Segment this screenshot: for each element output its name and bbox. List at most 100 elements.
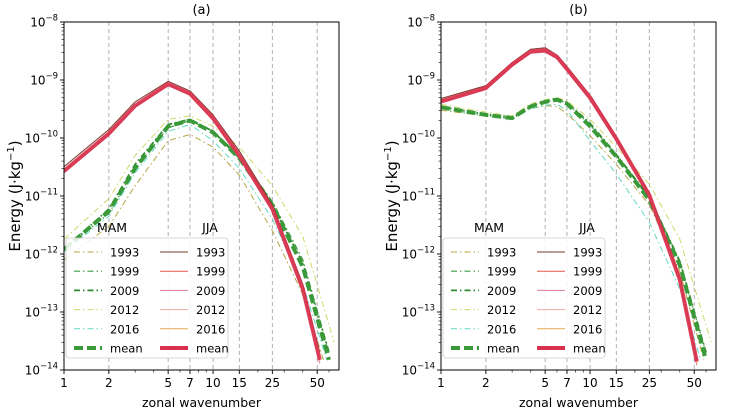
y-tick-exponent: −13 <box>40 304 58 314</box>
y-tick-exponent: −14 <box>40 362 58 372</box>
y-tick-exponent: −13 <box>417 304 435 314</box>
y-tick-base: 10 <box>25 190 40 204</box>
y-tick-label: 10−13 <box>25 304 58 320</box>
y-tick-base: 10 <box>402 132 417 146</box>
y-axis-label-part: Energy (J·kg <box>383 161 401 252</box>
y-tick-label: 10−14 <box>25 362 58 378</box>
y-tick-exponent: −11 <box>417 188 435 198</box>
legend-label: 1999 <box>487 265 516 279</box>
legend-label: 1993 <box>487 246 516 260</box>
legend-label: 1999 <box>110 265 139 279</box>
series-mam-mean <box>441 97 708 361</box>
y-axis-label-part: −1 <box>6 146 17 161</box>
legend-label: 1993 <box>573 246 602 260</box>
x-tick-label: 25 <box>642 376 657 390</box>
x-axis-label: zonal wavenumber <box>142 395 262 410</box>
y-tick-base: 10 <box>407 16 422 30</box>
legend-label: 2009 <box>196 284 225 298</box>
series-jja-mean <box>64 82 322 361</box>
legend-label: mean <box>110 342 143 356</box>
panel-title: (a) <box>192 3 210 18</box>
x-tick-label: 1 <box>60 376 68 390</box>
x-tick-label: 10 <box>582 376 597 390</box>
y-tick-label: 10−8 <box>30 14 58 30</box>
legend: 1993 1999 2009 2012 2016 mean 1993 1999 2009 2012… <box>442 237 606 359</box>
legend-label: mean <box>487 342 520 356</box>
y-axis-label-part: Energy (J·kg <box>6 161 24 252</box>
y-tick-exponent: −12 <box>417 246 435 256</box>
y-tick-exponent: −9 <box>45 72 58 82</box>
y-tick-base: 10 <box>407 74 422 88</box>
y-tick-label: 10−10 <box>25 130 58 146</box>
series-lines <box>441 47 712 366</box>
y-tick-base: 10 <box>30 74 45 88</box>
y-tick-exponent: −10 <box>417 130 435 140</box>
y-tick-base: 10 <box>30 16 45 30</box>
x-tick-label: 1 <box>437 376 445 390</box>
y-tick-base: 10 <box>402 190 417 204</box>
x-tick-label: 2 <box>482 376 490 390</box>
legend-label: 1993 <box>196 246 225 260</box>
x-tick-label: 5 <box>164 376 172 390</box>
legend-label: mean <box>196 342 229 356</box>
legend-label: 2012 <box>487 303 516 317</box>
x-tick-label: 15 <box>609 376 624 390</box>
legend-label: 1999 <box>573 265 602 279</box>
x-tick-label: 2 <box>105 376 113 390</box>
x-tick-label: 50 <box>687 376 702 390</box>
y-tick-base: 10 <box>402 248 417 262</box>
legend-label: mean <box>573 342 606 356</box>
y-tick-exponent: −10 <box>40 130 58 140</box>
panel-title: (b) <box>569 3 587 18</box>
legend-box <box>65 237 229 359</box>
y-tick-exponent: −8 <box>45 14 58 24</box>
y-axis-label-part: ) <box>383 140 401 146</box>
legend-label: 2016 <box>110 322 139 336</box>
y-tick-label: 10−9 <box>30 72 58 88</box>
series-mam-2016 <box>64 124 328 360</box>
chart-panel-a: 1 2 5 7 10 15 25 5010−1410−1310−1210−1110−1010−… <box>6 3 340 410</box>
y-tick-base: 10 <box>25 364 40 378</box>
y-tick-label: 10−14 <box>402 362 435 378</box>
chart-panel-b: 1 2 5 7 10 15 25 5010−1410−1310−1210−1110−1010−… <box>383 3 717 410</box>
y-tick-base: 10 <box>25 248 40 262</box>
legend-label: 2012 <box>110 303 139 317</box>
legend-label: 2009 <box>110 284 139 298</box>
y-tick-base: 10 <box>402 306 417 320</box>
legend-box <box>442 237 606 359</box>
legend-label: 2012 <box>196 303 225 317</box>
x-axis-label: zonal wavenumber <box>519 395 639 410</box>
season-label-mam: MAM <box>474 220 504 235</box>
legend-label: 1993 <box>110 246 139 260</box>
legend-label: 1999 <box>196 265 225 279</box>
season-label-jja: JJA <box>201 220 218 235</box>
season-label-jja: JJA <box>578 220 595 235</box>
y-tick-label: 10−11 <box>402 188 435 204</box>
y-tick-exponent: −9 <box>422 72 435 82</box>
y-tick-exponent: −12 <box>40 246 58 256</box>
legend-label: 2016 <box>573 322 602 336</box>
series-jja-mean <box>441 48 699 362</box>
y-tick-base: 10 <box>402 364 417 378</box>
legend-label: 2009 <box>487 284 516 298</box>
series-mam-1993 <box>64 134 324 360</box>
y-tick-label: 10−12 <box>25 246 58 262</box>
x-tick-label: 7 <box>563 376 571 390</box>
series-mam-2016 <box>441 103 701 360</box>
y-tick-label: 10−8 <box>407 14 435 30</box>
x-tick-label: 5 <box>541 376 549 390</box>
y-tick-label: 10−10 <box>402 130 435 146</box>
x-tick-label: 25 <box>265 376 280 390</box>
series-mam-1993 <box>441 105 705 360</box>
x-tick-label: 10 <box>205 376 220 390</box>
x-tick-label: 15 <box>232 376 247 390</box>
series-lines <box>64 80 335 364</box>
series-mam-2012 <box>64 115 335 343</box>
legend-label: 2012 <box>573 303 602 317</box>
y-tick-base: 10 <box>25 132 40 146</box>
legend-label: 2016 <box>487 322 516 336</box>
series-mam-2012 <box>441 97 712 343</box>
series-mam-mean <box>64 118 331 361</box>
y-axis-label: Energy (J·kg−1) <box>383 140 401 251</box>
